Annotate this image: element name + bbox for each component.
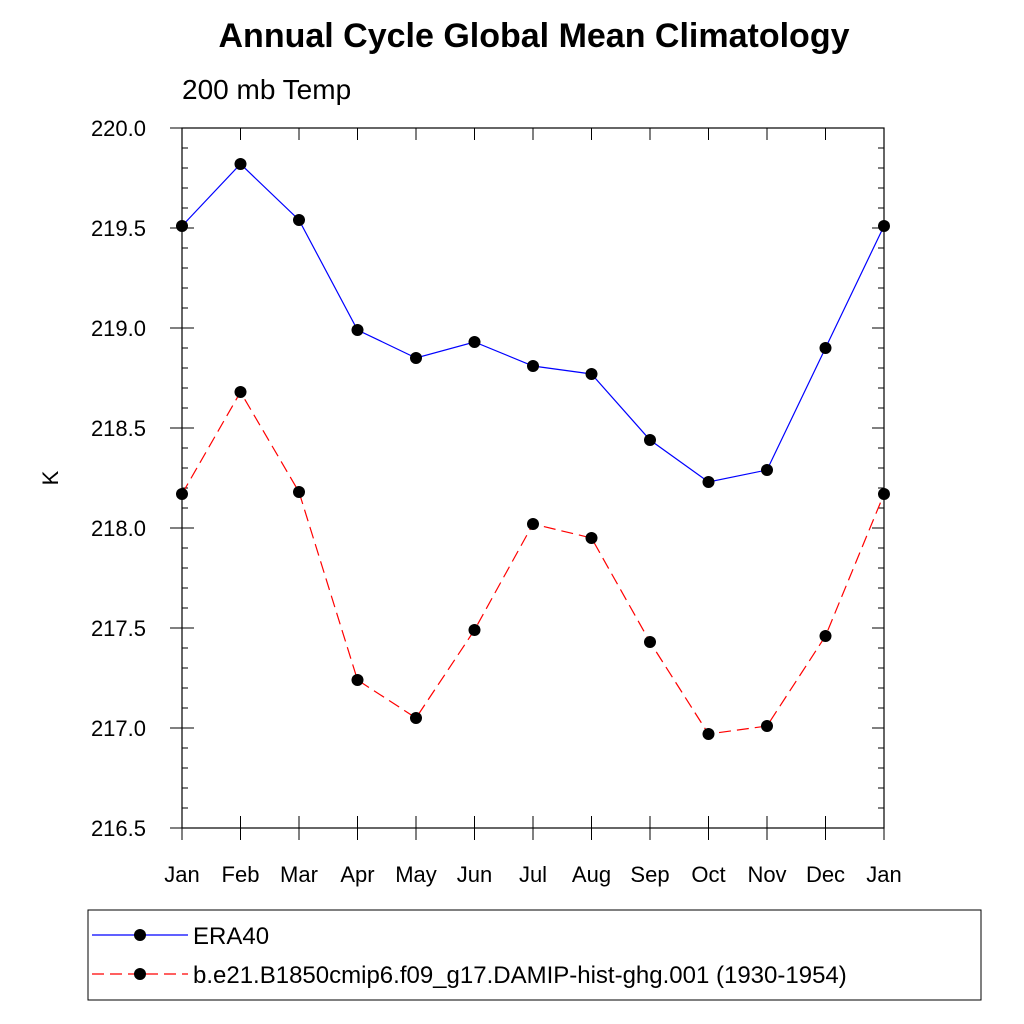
chart-subtitle: 200 mb Temp (182, 74, 351, 105)
data-point-series-1 (527, 518, 539, 530)
data-point-series-0 (468, 336, 481, 348)
x-tick-label: Nov (747, 862, 786, 887)
y-tick-label: 216.5 (91, 816, 146, 841)
legend-marker-model (134, 968, 146, 980)
data-point-series-0 (644, 434, 656, 446)
x-tick-label: Apr (340, 862, 374, 887)
data-point-series-0 (527, 360, 539, 372)
data-point-series-0 (351, 324, 364, 336)
data-point-series-1 (293, 486, 305, 498)
data-point-series-0 (585, 368, 598, 380)
x-tick-label: May (395, 862, 437, 887)
data-point-series-1 (819, 630, 832, 642)
legend-marker-era40 (134, 929, 146, 941)
y-tick-label: 217.0 (91, 716, 146, 741)
data-point-series-1 (702, 728, 715, 740)
data-point-series-1 (878, 488, 890, 500)
data-point-series-1 (351, 674, 364, 686)
legend: ERA40 b.e21.B1850cmip6.f09_g17.DAMIP-his… (87, 909, 982, 1001)
data-point-series-0 (819, 342, 832, 354)
x-tick-label: Jun (457, 862, 492, 887)
data-point-series-1 (585, 532, 598, 544)
data-point-series-0 (176, 220, 188, 232)
data-point-series-0 (234, 158, 247, 170)
x-tick-label: Jan (164, 862, 199, 887)
plot-frame (181, 127, 885, 829)
x-tick-label: Jan (866, 862, 901, 887)
data-point-series-1 (761, 720, 773, 732)
legend-box (87, 909, 982, 1001)
x-tick-label: Dec (806, 862, 845, 887)
data-point-series-0 (702, 476, 715, 488)
y-tick-label: 219.5 (91, 216, 146, 241)
x-tick-label: Jul (519, 862, 547, 887)
data-point-series-1 (176, 488, 188, 500)
x-tick-label: Feb (222, 862, 260, 887)
legend-label-model: b.e21.B1850cmip6.f09_g17.DAMIP-hist-ghg.… (193, 962, 847, 989)
series-lines (181, 163, 885, 735)
data-point-series-0 (761, 464, 773, 476)
y-tick-labels: 216.5 217.0 217.5 218.0 218.5 219.0 219.5 220.0 (91, 116, 146, 841)
x-tick-label: Sep (630, 862, 669, 887)
series-line-0 (181, 163, 885, 483)
data-point-series-1 (644, 636, 656, 648)
y-tick-label: 217.5 (91, 616, 146, 641)
series-line-1 (181, 390, 885, 735)
data-point-series-1 (410, 712, 422, 724)
x-tick-label: Oct (691, 862, 725, 887)
y-tick-label: 220.0 (91, 116, 146, 141)
x-tick-label: Aug (572, 862, 611, 887)
data-point-series-1 (234, 386, 247, 398)
y-axis-label: K (38, 470, 63, 485)
x-tick-labels: Jan Feb Mar Apr May Jun Jul Aug Sep Oct Nov Dec Jan (164, 862, 901, 887)
y-tick-label: 218.0 (91, 516, 146, 541)
x-tick-label: Mar (280, 862, 318, 887)
data-point-series-0 (410, 352, 422, 364)
legend-label-era40: ERA40 (193, 923, 269, 950)
chart-title: Annual Cycle Global Mean Climatology (219, 17, 850, 55)
data-point-series-0 (293, 214, 305, 226)
y-tick-label: 218.5 (91, 416, 146, 441)
data-point-series-0 (878, 220, 890, 232)
data-point-series-1 (468, 624, 481, 636)
y-tick-label: 219.0 (91, 316, 146, 341)
series-markers (176, 158, 890, 740)
axis-ticks (170, 127, 885, 840)
